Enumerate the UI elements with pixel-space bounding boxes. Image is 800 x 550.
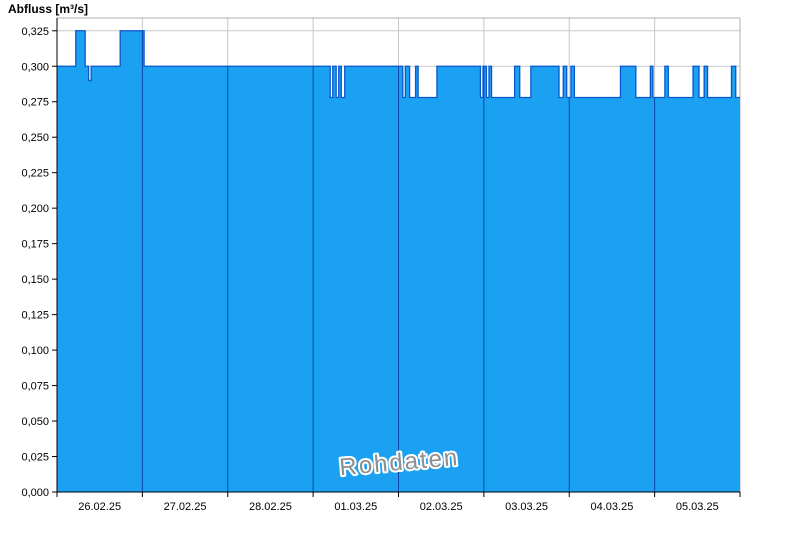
y-tick-label: 0,025 — [21, 452, 49, 464]
y-tick-label: 0,250 — [21, 132, 49, 144]
y-tick-label: 0,000 — [21, 487, 49, 499]
discharge-step-line — [57, 30, 740, 99]
y-tick-label: 0,125 — [21, 310, 49, 322]
x-tick-label: 01.03.25 — [334, 501, 377, 513]
y-tick-label: 0,200 — [21, 203, 49, 215]
y-tick-label: 0,150 — [21, 274, 49, 286]
chart-title: Abfluss [m³/s] — [8, 2, 88, 16]
x-tick-label: 03.03.25 — [505, 501, 548, 513]
x-tick-label: 04.03.25 — [591, 501, 634, 513]
x-tick-label: 02.03.25 — [420, 501, 463, 513]
chart-plot-area: 0,000 0,025 0,050 0,075 0,100 0,125 0,150 0,175… — [21, 17, 741, 513]
y-tick-label: 0,325 — [21, 26, 49, 38]
y-tick-label: 0,100 — [21, 345, 49, 357]
y-tick-label: 0,075 — [21, 381, 49, 393]
x-tick-label: 05.03.25 — [676, 501, 719, 513]
x-tick-label: 27.02.25 — [164, 501, 207, 513]
y-tick-label: 0,175 — [21, 239, 49, 251]
y-tick-label: 0,300 — [21, 61, 49, 73]
x-tick-label: 28.02.25 — [249, 501, 292, 513]
y-tick-label: 0,050 — [21, 416, 49, 428]
x-tick-label: 26.02.25 — [78, 501, 121, 513]
y-tick-label: 0,225 — [21, 168, 49, 180]
y-tick-label: 0,275 — [21, 97, 49, 109]
